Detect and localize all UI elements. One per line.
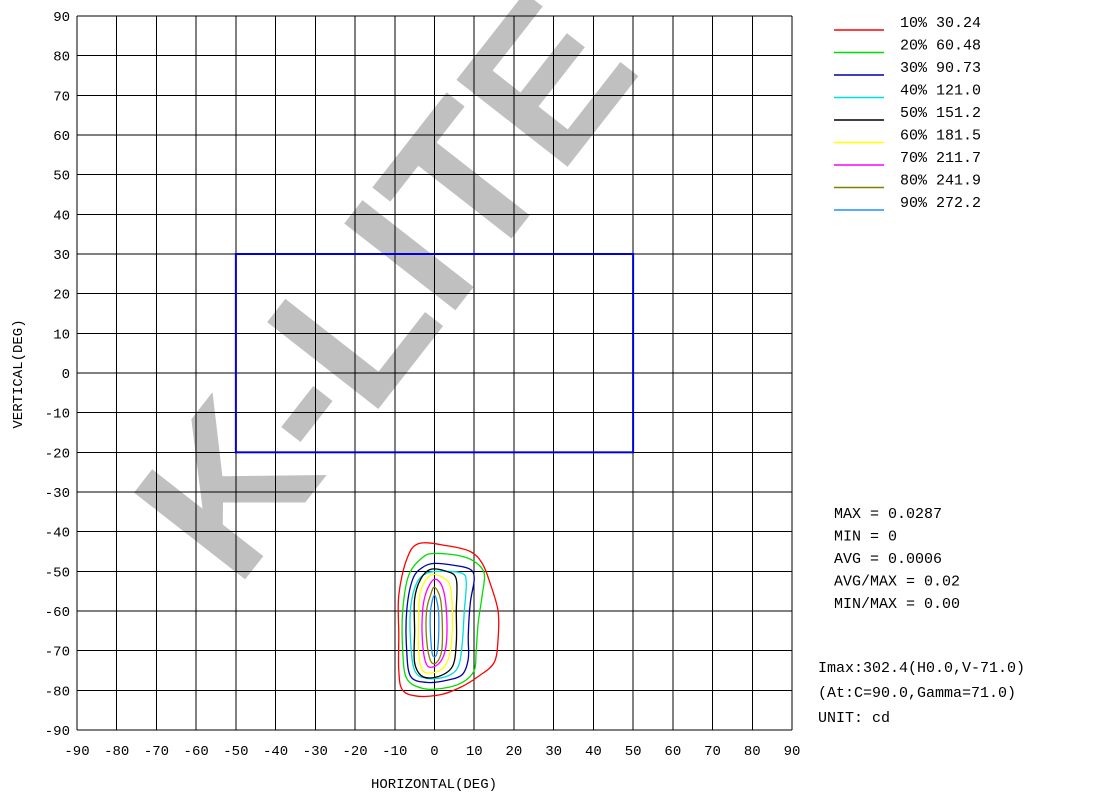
y-tick-label: -70 (45, 645, 70, 661)
y-tick-label: 30 (53, 248, 70, 264)
imax-line: Imax:302.4(H0.0,V-71.0) (818, 660, 1025, 677)
stat-line: MIN = 0 (834, 529, 897, 546)
x-tick-label: -10 (382, 744, 407, 760)
x-tick-label: -20 (342, 744, 367, 760)
x-tick-label: -30 (303, 744, 328, 760)
y-tick-label: 70 (53, 89, 70, 105)
x-tick-label: 10 (466, 744, 483, 760)
legend-label: 60% 181.5 (900, 128, 981, 145)
x-tick-label: 80 (744, 744, 761, 760)
x-tick-label: 0 (430, 744, 438, 760)
x-tick-label: 30 (545, 744, 562, 760)
x-tick-label: -80 (104, 744, 129, 760)
y-tick-label: 0 (62, 367, 70, 383)
x-tick-label: -90 (64, 744, 89, 760)
contour-50pct (413, 568, 458, 679)
legend-label: 50% 151.2 (900, 105, 981, 122)
y-tick-label: 10 (53, 327, 70, 343)
x-tick-label: 50 (625, 744, 642, 760)
x-tick-label: 70 (704, 744, 721, 760)
contour-70pct (421, 578, 448, 669)
stat-line: MIN/MAX = 0.00 (834, 596, 960, 613)
y-tick-label: 80 (53, 50, 70, 66)
contour-20pct (401, 552, 486, 690)
x-tick-label: -40 (263, 744, 288, 760)
y-tick-label: -10 (45, 407, 70, 423)
contour-90pct (429, 594, 440, 658)
y-tick-label: -20 (45, 446, 70, 462)
legend-label: 80% 241.9 (900, 173, 981, 190)
legend-label: 90% 272.2 (900, 195, 981, 212)
contour-80pct (425, 586, 444, 665)
plot-grid (76, 15, 793, 731)
y-tick-label: -40 (45, 526, 70, 542)
y-tick-label: 90 (53, 10, 70, 26)
y-tick-label: 40 (53, 208, 70, 224)
contour-10pct (397, 542, 500, 698)
x-axis-ticks: -90 -80 -70 -60 -50 -40 -30 -20 -10 0 10 20 30 40 50 60… (64, 744, 800, 760)
legend-label: 40% 121.0 (900, 83, 981, 100)
imax-info-block: Imax:302.4(H0.0,V-71.0) (At:C=90.0,Gamma… (818, 660, 1025, 727)
x-tick-label: -60 (184, 744, 209, 760)
y-axis-ticks: 90 80 70 60 50 40 30 20 10 0 -10 -20 -30 -40 -50 -60 -70… (45, 10, 70, 740)
target-area (234, 253, 635, 454)
y-tick-label: 50 (53, 169, 70, 185)
y-axis-title: VERTICAL(DEG) (11, 319, 27, 428)
imax-line: (At:C=90.0,Gamma=71.0) (818, 685, 1016, 702)
y-tick-label: -80 (45, 684, 70, 700)
watermark: K-LITE (91, 0, 678, 617)
y-tick-label: -30 (45, 486, 70, 502)
stat-line: MAX = 0.0287 (834, 506, 942, 523)
x-tick-label: -50 (223, 744, 248, 760)
x-axis-title: HORIZONTAL(DEG) (371, 777, 497, 792)
x-tick-label: 60 (664, 744, 681, 760)
y-tick-label: 20 (53, 288, 70, 304)
contour-lines (397, 542, 500, 698)
x-tick-label: 20 (506, 744, 523, 760)
contour-30pct (405, 562, 475, 684)
stat-line: AVG = 0.0006 (834, 551, 942, 568)
y-tick-label: -50 (45, 565, 70, 581)
legend-label: 10% 30.24 (900, 15, 981, 32)
statistics-block: MAX = 0.0287 MIN = 0 AVG = 0.0006 AVG/MAX =… (834, 506, 960, 613)
x-tick-label: 90 (784, 744, 801, 760)
legend-label: 20% 60.48 (900, 38, 981, 55)
legend-label: 30% 90.73 (900, 60, 981, 77)
contour-40pct (409, 570, 467, 680)
x-tick-label: -70 (144, 744, 169, 760)
imax-line: UNIT: cd (818, 710, 890, 727)
y-tick-label: -60 (45, 605, 70, 621)
x-tick-label: 40 (585, 744, 602, 760)
stat-line: AVG/MAX = 0.02 (834, 574, 960, 591)
target-rectangle (234, 253, 635, 454)
watermark-text: K-LITE (91, 0, 678, 617)
contour-60pct (417, 573, 454, 674)
legend-label: 70% 211.7 (900, 150, 981, 167)
y-tick-label: -90 (45, 724, 70, 740)
y-tick-label: 60 (53, 129, 70, 145)
legend: 10% 30.24 20% 60.48 30% 90.73 40% 121.0 50% … (834, 15, 981, 212)
